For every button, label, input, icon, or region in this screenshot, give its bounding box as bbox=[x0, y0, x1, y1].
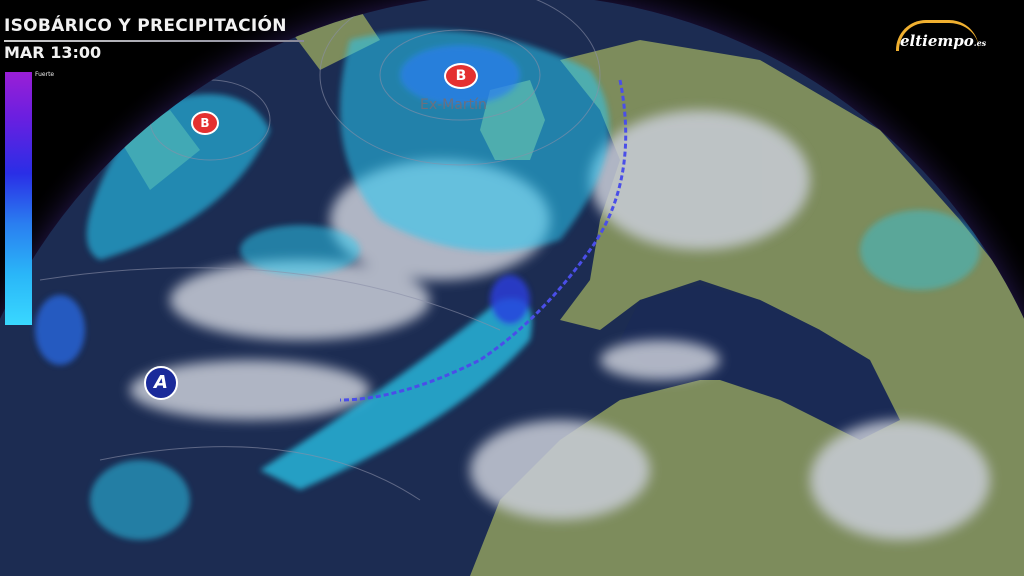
logo-suffix: .es bbox=[973, 38, 987, 48]
eltiempo-logo: eltiempo.es bbox=[896, 20, 1006, 60]
forecast-time: MAR 13:00 bbox=[4, 43, 102, 62]
low-pressure-marker: B bbox=[444, 63, 478, 89]
high-pressure-marker: A bbox=[144, 366, 178, 400]
cold-front bbox=[339, 79, 628, 402]
precipitation-legend-bar bbox=[5, 72, 32, 325]
title-underline bbox=[4, 40, 304, 42]
storm-name-label: Ex-Martín bbox=[420, 97, 487, 113]
low-pressure-marker: B bbox=[191, 111, 219, 135]
mediterranean-sea bbox=[620, 285, 900, 440]
logo-text: eltiempo bbox=[900, 32, 974, 50]
legend-label-strong: Fuerte bbox=[35, 71, 55, 78]
map-title: ISOBÁRICO Y PRECIPITACIÓN bbox=[4, 16, 287, 36]
